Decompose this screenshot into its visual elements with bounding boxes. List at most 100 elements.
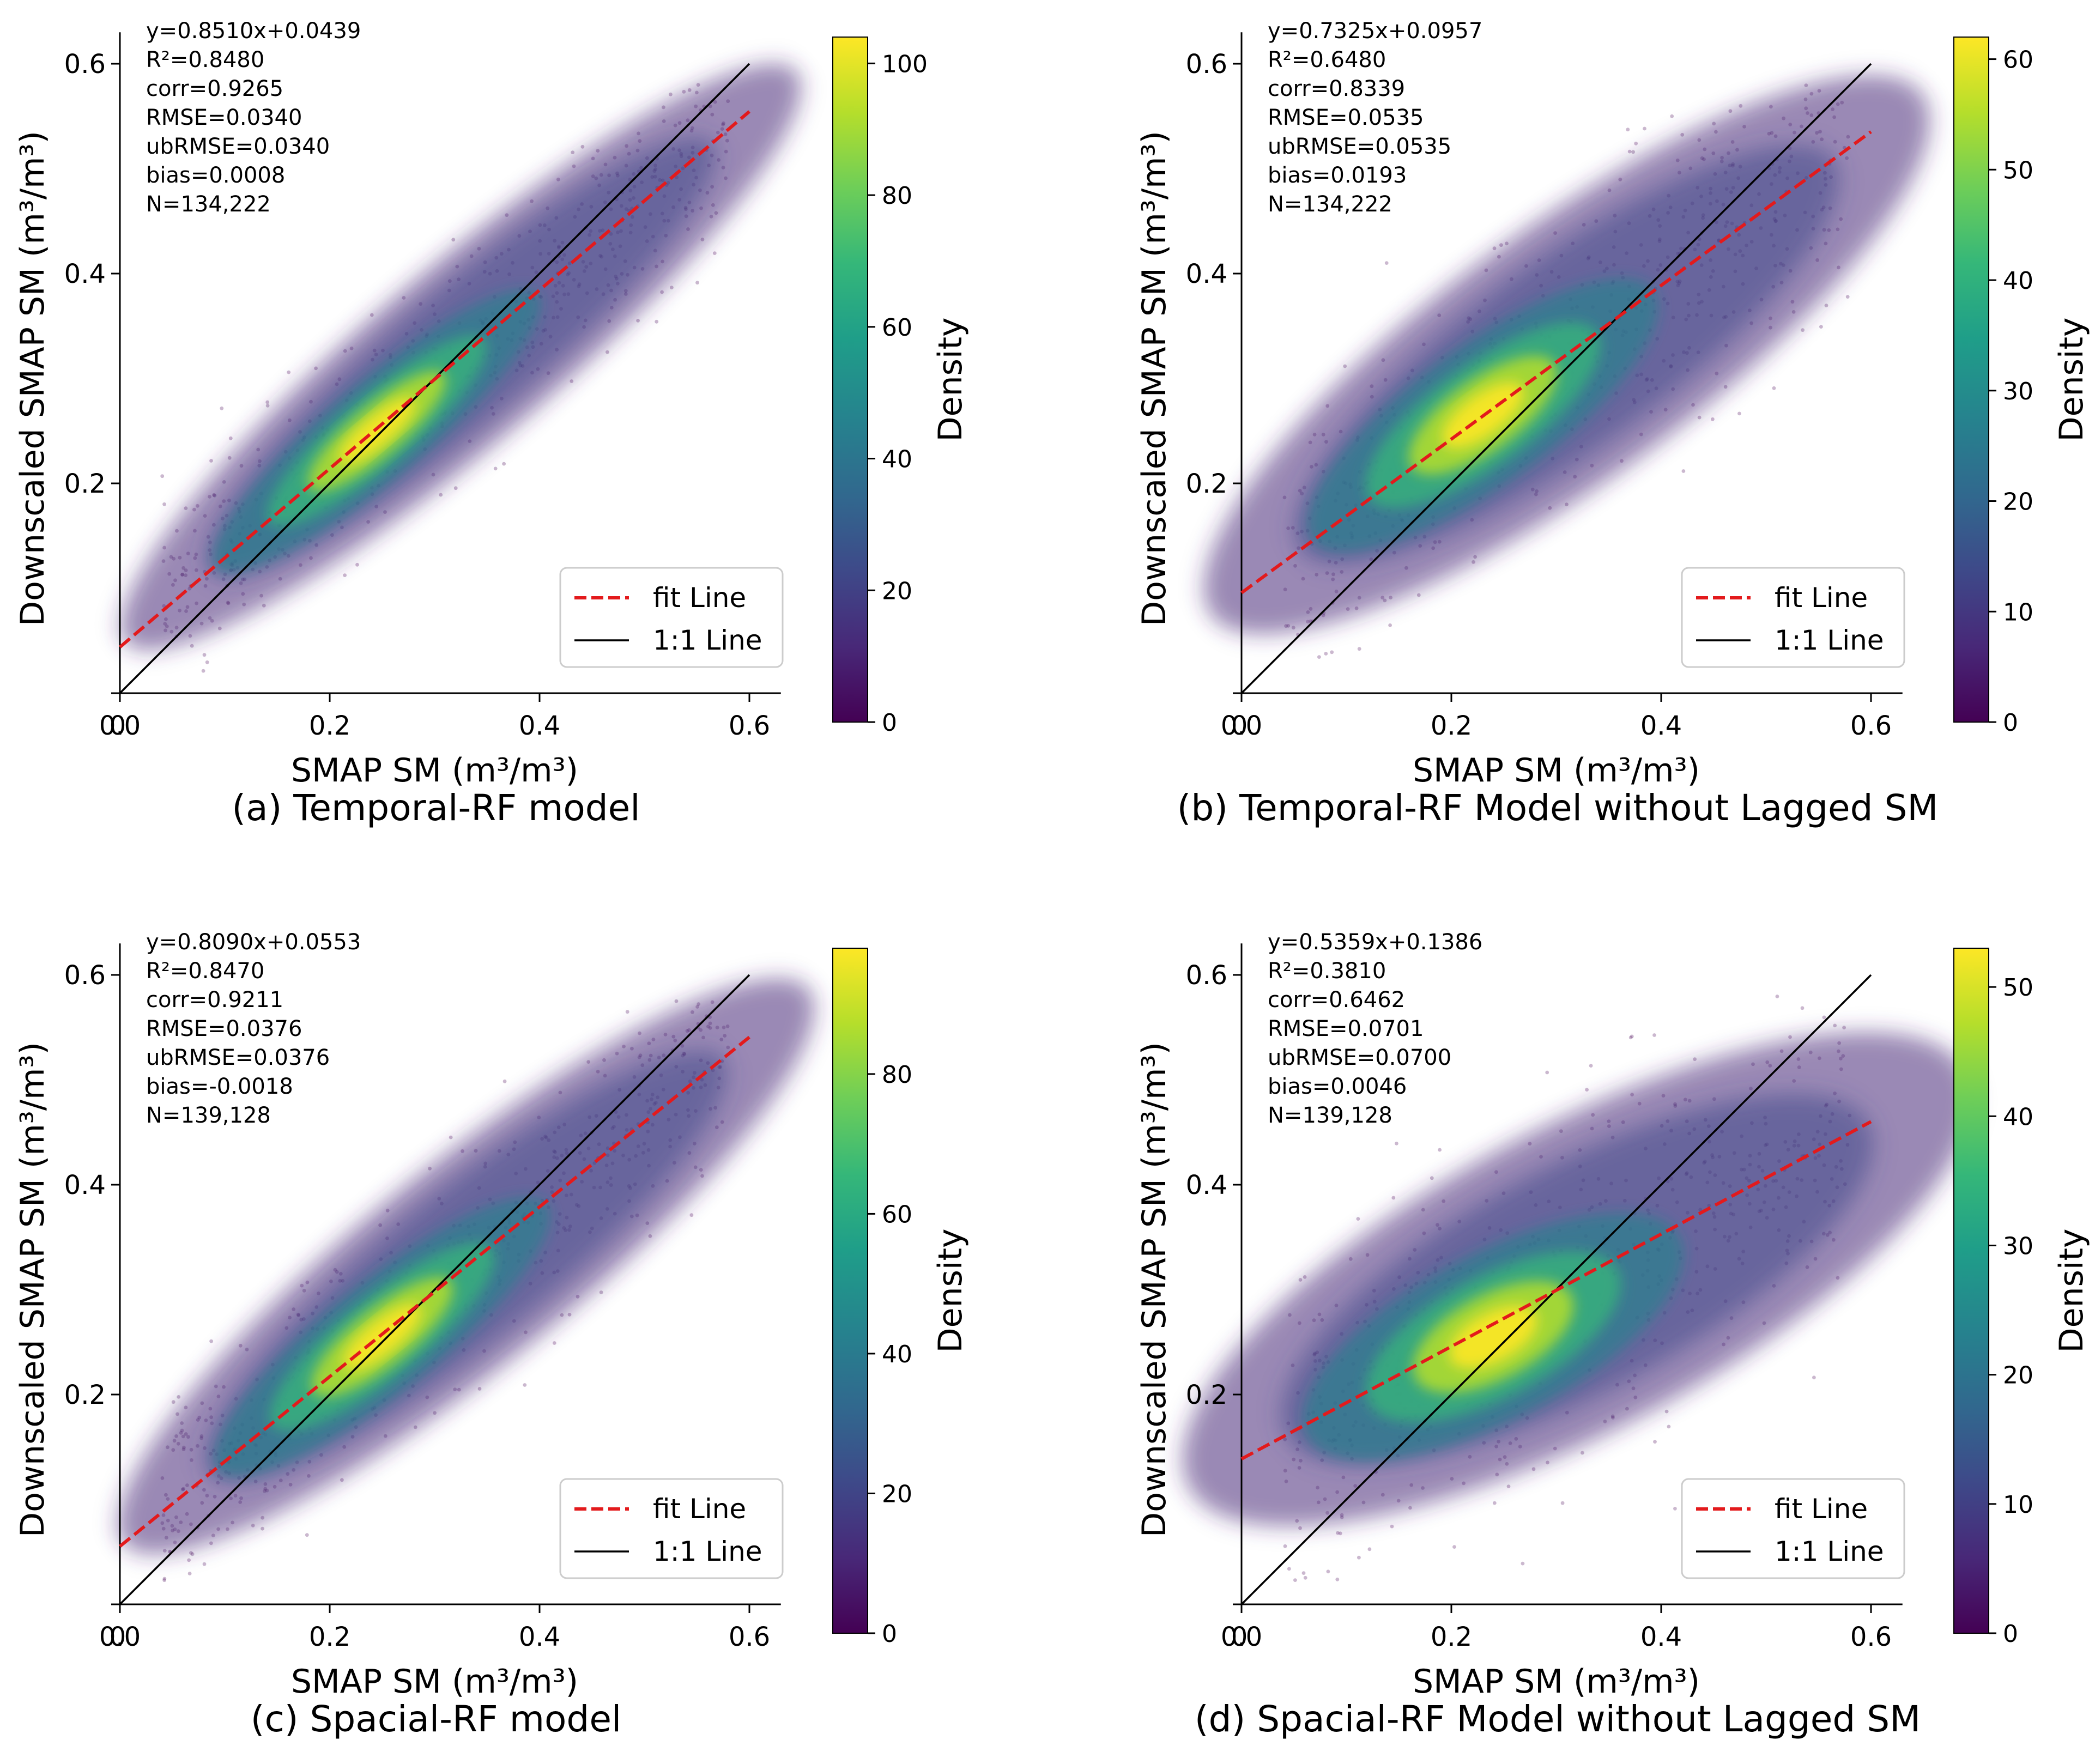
panel-d: 0.0 0.2 0.4 0.6 0.2 0.4 0.6 0 SMAP SM (m³/m³) Dow…	[1135, 930, 2091, 1740]
legend: fit Line 1:1 Line	[1681, 1478, 1905, 1579]
scatter-point	[202, 1562, 207, 1566]
legend: fit Line 1:1 Line	[1681, 567, 1905, 668]
colorbar-tick-label: 10	[2003, 1491, 2033, 1519]
scatter-point	[370, 313, 374, 317]
stat-line: N=134,222	[146, 192, 271, 217]
scatter-point	[209, 459, 213, 463]
scatter-point	[340, 1478, 344, 1482]
scatter-point	[1545, 1070, 1549, 1075]
stat-line: RMSE=0.0701	[1268, 1016, 1424, 1041]
y-tick-label: 0.2	[1186, 1380, 1227, 1410]
stat-line: ubRMSE=0.0700	[1268, 1045, 1451, 1070]
x-tick-label: 0.4	[519, 711, 560, 741]
legend: fit Line 1:1 Line	[559, 1478, 784, 1579]
scatter-point	[1384, 261, 1389, 265]
scatter-point	[1581, 1451, 1584, 1455]
colorbar-tick-label: 0	[2003, 709, 2018, 737]
scatter-point	[355, 562, 359, 567]
stat-line: RMSE=0.0340	[146, 105, 302, 130]
scatter-point	[1531, 1467, 1536, 1471]
y-tick-label: 0.6	[1186, 49, 1227, 80]
x-tick-label: 0.0	[99, 1622, 141, 1652]
y-tick-label-zero: 0	[110, 1622, 126, 1652]
scatter-point	[162, 1577, 167, 1581]
stat-line: N=139,128	[146, 1103, 271, 1128]
panel-caption: (c) Spacial-RF model	[251, 1698, 622, 1740]
stat-line: y=0.8090x+0.0553	[146, 930, 361, 955]
stat-line: R²=0.8480	[146, 47, 264, 72]
scatter-point	[1626, 128, 1630, 132]
scatter-point	[502, 1079, 507, 1083]
colorbar-label: Density	[2052, 317, 2091, 441]
scatter-point	[189, 1551, 193, 1555]
scatter-point	[1338, 1531, 1342, 1536]
scatter-point	[1628, 1035, 1633, 1040]
scatter-point	[477, 1387, 482, 1391]
scatter-point	[343, 573, 347, 577]
colorbar-tick-label: 40	[2003, 267, 2033, 295]
scatter-point	[1842, 1026, 1846, 1029]
legend-frame	[559, 1478, 784, 1579]
scatter-point	[696, 83, 700, 87]
x-axis-title: SMAP SM (m³/m³)	[1413, 751, 1700, 790]
scatter-point	[1630, 1034, 1634, 1039]
scatter-point	[1367, 1547, 1372, 1551]
x-tick-label: 0.6	[1850, 1622, 1892, 1652]
scatter-point	[1693, 1057, 1697, 1061]
scatter-point	[1833, 1023, 1837, 1028]
stat-line: N=134,222	[1268, 192, 1392, 217]
y-tick-label-zero: 0	[1231, 711, 1248, 741]
scatter-point	[1301, 1571, 1306, 1575]
scatter-point	[1546, 1460, 1549, 1465]
scatter-point	[1492, 246, 1497, 251]
y-tick-label: 0.4	[64, 259, 106, 289]
scatter-point	[261, 1526, 264, 1531]
stat-line: y=0.8510x+0.0439	[146, 19, 361, 44]
colorbar-tick-label: 40	[882, 446, 912, 474]
legend-one-to-one-label: 1:1 Line	[1775, 1536, 1884, 1567]
scatter-point	[1298, 1526, 1302, 1530]
scatter-point	[1634, 141, 1638, 146]
stat-line: corr=0.9265	[146, 76, 283, 101]
scatter-point	[1357, 647, 1361, 651]
scatter-point	[1390, 1524, 1394, 1529]
legend-frame	[559, 567, 784, 668]
colorbar: 0 20 40 60 80 Density	[832, 948, 970, 1648]
scatter-point	[1772, 386, 1776, 390]
colorbar-tick-label: 60	[882, 1201, 912, 1228]
scatter-point	[1438, 1148, 1442, 1152]
scatter-point	[220, 406, 224, 410]
scatter-point	[682, 89, 686, 94]
panel-caption: (b) Temporal-RF Model without Lagged SM	[1177, 787, 1939, 829]
legend-frame	[1681, 567, 1905, 668]
scatter-point	[1560, 1501, 1565, 1505]
colorbar-tick-label: 0	[2003, 1620, 2018, 1648]
scatter-point	[1336, 1531, 1340, 1535]
colorbar: 0 20 40 60 80 100 Density	[832, 37, 970, 737]
scatter-point	[1673, 1507, 1677, 1511]
scatter-point	[1293, 1578, 1297, 1583]
x-tick-label: 0.0	[1221, 711, 1262, 741]
legend-frame	[1681, 1478, 1905, 1579]
stat-line: bias=0.0193	[1268, 163, 1407, 188]
x-tick-label: 0.2	[1431, 711, 1472, 741]
x-tick-label: 0.2	[309, 711, 350, 741]
scatter-point	[567, 1313, 572, 1317]
y-tick-label: 0.2	[64, 1380, 106, 1410]
colorbar-tick-label: 40	[2003, 1103, 2033, 1131]
x-tick-label: 0.6	[729, 711, 770, 741]
scatter-point	[571, 150, 575, 154]
scatter-point	[1298, 1278, 1303, 1282]
scatter-point	[202, 653, 207, 657]
scatter-point	[1388, 623, 1392, 627]
x-tick-label: 0.0	[99, 711, 141, 741]
scatter-point	[1335, 1577, 1340, 1581]
stat-line: corr=0.9211	[146, 987, 283, 1013]
x-tick-label: 0.4	[1640, 1622, 1682, 1652]
stats-box: y=0.8510x+0.0439 R²=0.8480 corr=0.9265 RMSE…	[146, 19, 361, 217]
scatter-point	[305, 1533, 309, 1537]
scatter-point	[695, 281, 699, 285]
legend-fit-label: fit Line	[653, 582, 746, 614]
colorbar-tick-label: 60	[882, 314, 912, 342]
